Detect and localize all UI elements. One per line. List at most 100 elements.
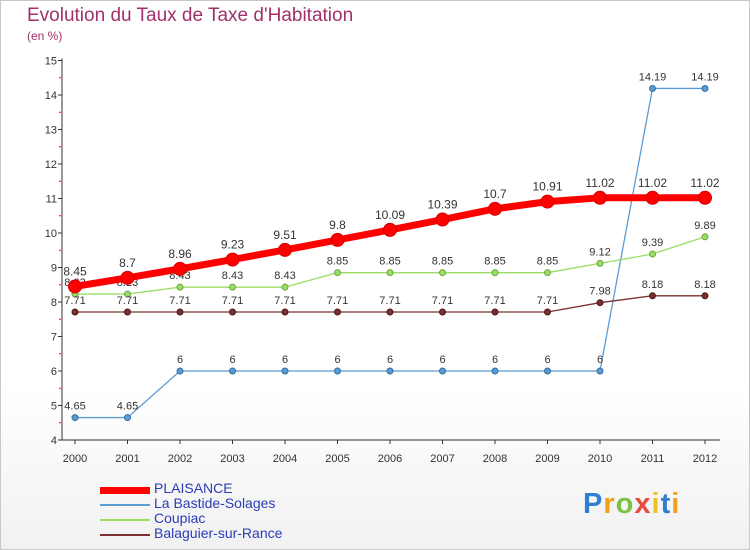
data-point	[229, 367, 236, 375]
data-point	[334, 367, 341, 375]
data-label: 8.45	[63, 264, 87, 278]
data-label: 8.85	[379, 256, 400, 268]
data-label: 8.96	[168, 247, 192, 261]
chart-title: Evolution du Taux de Taxe d'Habitation	[27, 5, 354, 26]
data-label: 8.18	[642, 279, 663, 291]
data-point	[386, 308, 394, 316]
data-point	[281, 283, 289, 291]
x-tick-label: 2002	[168, 453, 192, 465]
data-label: 6	[387, 354, 393, 366]
data-point	[124, 414, 131, 422]
data-label: 9.89	[694, 220, 715, 232]
data-point	[701, 84, 709, 92]
y-tick-label: 13	[45, 125, 57, 137]
data-label: 6	[597, 354, 603, 366]
data-label: 14.19	[639, 71, 667, 83]
data-label: 9.12	[589, 246, 610, 258]
data-label: 6	[439, 354, 445, 366]
legend-label: Coupiac	[154, 510, 206, 526]
data-label: 6	[177, 354, 183, 366]
data-label: 7.71	[327, 295, 348, 307]
data-point	[176, 367, 184, 375]
data-point	[334, 308, 341, 316]
data-label: 14.19	[691, 71, 719, 83]
data-point	[596, 299, 604, 307]
logo-letter: i	[651, 488, 661, 520]
y-tick-label: 15	[45, 56, 57, 68]
y-tick-label: 10	[45, 228, 57, 240]
data-label: 6	[282, 354, 288, 366]
data-label: 8.85	[432, 256, 453, 268]
logo-letter: t	[660, 488, 672, 520]
logo-letter: o	[615, 488, 635, 520]
data-point	[120, 270, 135, 285]
x-tick-label: 2001	[115, 453, 139, 465]
data-point	[229, 283, 236, 291]
data-point	[281, 308, 289, 316]
data-point	[225, 252, 240, 267]
data-point	[701, 292, 709, 300]
data-label: 4.65	[117, 401, 138, 413]
data-point	[645, 190, 660, 205]
data-label: 6	[229, 354, 235, 366]
logo-letter: r	[603, 488, 616, 520]
data-point	[68, 279, 82, 294]
proxiti-logo: Proxiti	[583, 488, 680, 521]
data-label: 7.71	[379, 295, 400, 307]
data-label: 7.71	[484, 295, 505, 307]
y-tick-label: 14	[45, 90, 57, 102]
data-label: 11.02	[638, 176, 667, 190]
data-label: 6	[334, 354, 340, 366]
legend-swatch-plaisance	[100, 487, 150, 494]
data-label: 7.71	[222, 295, 243, 307]
data-point	[488, 201, 502, 216]
data-label: 7.71	[64, 295, 85, 307]
x-tick-label: 2009	[535, 453, 559, 465]
data-label: 10.91	[532, 180, 562, 194]
data-label: 7.71	[117, 295, 138, 307]
y-tick-label: 4	[51, 435, 57, 447]
logo-letter: x	[634, 488, 652, 520]
x-tick-label: 2008	[483, 453, 507, 465]
data-label: 7.71	[169, 295, 190, 307]
data-label: 8.18	[694, 279, 715, 291]
data-point	[491, 367, 499, 375]
data-point	[176, 308, 184, 316]
data-point	[386, 269, 394, 277]
logo-letter: i	[671, 488, 681, 520]
data-point	[540, 194, 555, 209]
data-point	[173, 261, 187, 276]
legend-swatch-coupiac	[100, 519, 150, 521]
data-label: 6	[492, 354, 498, 366]
data-point	[593, 190, 607, 205]
data-point	[334, 269, 341, 277]
legend-label: PLAISANCE	[154, 480, 233, 496]
data-point	[596, 259, 604, 267]
data-label: 9.23	[221, 238, 245, 252]
x-tick-label: 2006	[378, 453, 402, 465]
x-tick-label: 2005	[325, 453, 349, 465]
data-point	[491, 308, 499, 316]
data-label: 10.39	[427, 198, 457, 212]
data-point	[278, 242, 292, 257]
x-tick-label: 2010	[588, 453, 612, 465]
y-tick-label: 9	[51, 263, 57, 275]
data-point	[649, 250, 656, 258]
data-label: 10.09	[375, 208, 405, 222]
data-label: 8.85	[484, 256, 505, 268]
data-point	[439, 367, 446, 375]
data-point	[701, 233, 709, 241]
x-tick-label: 2011	[641, 453, 665, 465]
data-label: 10.7	[483, 187, 507, 201]
data-label: 11.02	[585, 176, 614, 190]
data-point	[698, 190, 712, 205]
data-label: 7.71	[537, 295, 558, 307]
x-tick-label: 2000	[63, 453, 87, 465]
data-label: 9.39	[642, 237, 663, 249]
y-tick-label: 11	[46, 194, 57, 206]
x-tick-label: 2012	[693, 453, 717, 465]
y-tick-label: 7	[51, 332, 57, 344]
data-label: 8.85	[327, 256, 348, 268]
x-tick-label: 2007	[430, 453, 454, 465]
data-point	[649, 292, 656, 300]
